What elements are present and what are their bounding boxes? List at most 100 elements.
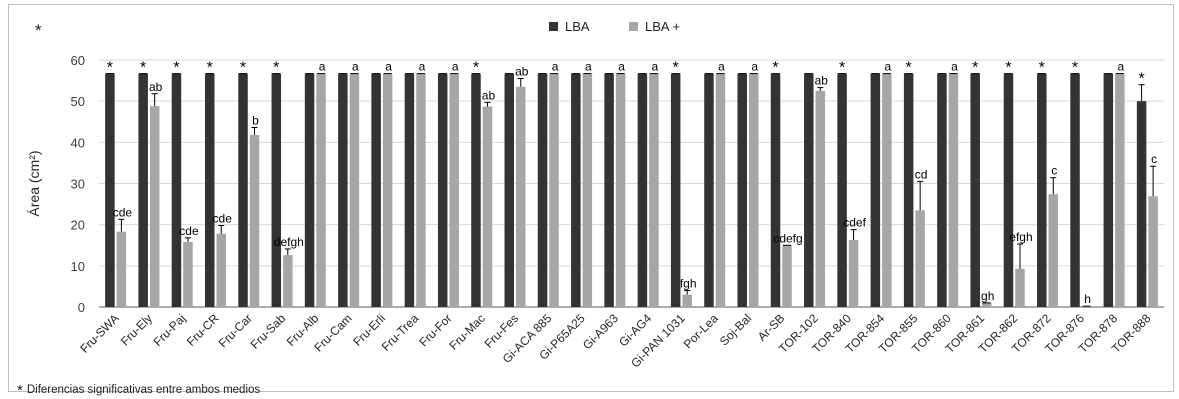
letter-label: a: [652, 60, 659, 74]
bar-lba: [437, 73, 448, 308]
bar-lba-plus: [183, 241, 193, 307]
x-tick-label: Soj-Bal: [717, 311, 754, 348]
bar-lba-plus: [682, 294, 692, 307]
bar-lba: [1003, 73, 1014, 308]
bar-lba-plus: [815, 90, 826, 307]
bar-lba: [371, 73, 381, 308]
letter-label: efgh: [1009, 230, 1032, 244]
letter-label: ab: [149, 80, 163, 94]
letter-label: c: [1151, 152, 1157, 166]
letter-label: a: [385, 60, 392, 74]
bar-lba: [171, 73, 182, 308]
letter-label: cdef: [843, 216, 866, 230]
letter-label: cde: [113, 205, 133, 219]
letter-label: cde: [179, 224, 199, 238]
bar-lba-plus: [981, 302, 992, 307]
bar-lba-plus: [516, 86, 526, 307]
legend-swatch-lba: [549, 22, 558, 31]
letter-label: gh: [981, 289, 994, 303]
letter-label: c: [1051, 164, 1057, 178]
legend-label-lba: LBA: [565, 19, 590, 34]
significance-star: *: [240, 60, 246, 77]
significance-star: *: [207, 60, 213, 77]
bar-lba: [304, 73, 315, 308]
x-tick-label: Fru-Ely: [118, 311, 155, 348]
x-tick-label: Fru-SWA: [77, 311, 121, 355]
bar-lba-plus: [848, 239, 859, 307]
significance-star: *: [839, 60, 845, 77]
chart-frame: * 0 10 20 30 40 50 60 Área (cm²) LBA LBA + * cde Fru…: [8, 4, 1174, 399]
bar-lba-plus: [1115, 73, 1125, 308]
bar-lba-plus: [649, 73, 659, 308]
significance-star: *: [906, 60, 912, 77]
letter-label: a: [585, 60, 592, 74]
bar-lba: [471, 73, 481, 308]
letter-label: a: [751, 60, 758, 74]
significance-star: *: [673, 60, 679, 77]
bar-lba: [670, 73, 681, 308]
bar-lba-plus: [482, 106, 493, 307]
y-tick-label: 40: [71, 135, 85, 150]
x-tick-label: Gi-A963: [580, 311, 621, 352]
significance-star: *: [473, 60, 479, 77]
letter-label: cd: [915, 167, 928, 181]
bar-lba-plus: [349, 73, 360, 308]
significance-star: *: [107, 60, 113, 77]
corner-asterisk: *: [35, 21, 42, 40]
bar-lba: [937, 73, 947, 308]
bar-lba-plus: [382, 73, 393, 308]
letter-label: b: [252, 114, 259, 128]
significance-star: *: [1039, 60, 1045, 77]
bar-lba: [837, 73, 847, 308]
bar-lba-plus: [915, 210, 925, 307]
bar-lba-plus: [116, 231, 127, 307]
bar-lba: [804, 73, 814, 308]
bar-lba: [105, 73, 115, 308]
letter-label: a: [618, 60, 625, 74]
x-tick-label: Fru-Paj: [151, 311, 189, 349]
footnote: * Diferencias significativas entre ambos …: [17, 380, 260, 399]
letter-label: a: [452, 60, 459, 74]
y-tick-label: 20: [71, 218, 85, 233]
bar-lba: [138, 73, 148, 308]
bar-lba: [571, 73, 581, 308]
x-tick-label: Fru-Mac: [446, 311, 487, 352]
letter-label: a: [718, 60, 725, 74]
bar-lba: [1103, 73, 1114, 308]
bar-lba: [770, 73, 781, 308]
letter-label: a: [951, 60, 958, 74]
letter-label: defgh: [274, 235, 304, 249]
bar-lba: [338, 73, 348, 308]
letter-label: a: [885, 60, 892, 74]
bar-lba: [271, 73, 282, 308]
bar-lba-plus: [715, 73, 726, 308]
letter-label: ab: [482, 88, 496, 102]
bar-lba-plus: [948, 73, 959, 308]
bar-lba-plus: [782, 245, 792, 307]
letter-label: a: [319, 60, 326, 74]
bar-lba: [637, 73, 648, 308]
y-axis-label: Área (cm²): [26, 150, 42, 216]
bar-lba-plus: [549, 73, 559, 308]
y-tick-label: 50: [71, 94, 85, 109]
bar-lba: [604, 73, 614, 308]
letter-label: a: [419, 60, 426, 74]
significance-star: *: [140, 60, 146, 77]
bar-lba-plus: [416, 73, 426, 308]
bar-lba: [704, 73, 714, 308]
significance-star: *: [1072, 60, 1078, 77]
bar-lba: [404, 73, 415, 308]
legend-swatch-lba-plus: [629, 22, 638, 31]
bar-lba-plus: [149, 106, 160, 308]
bar-lba: [238, 73, 248, 308]
footnote-asterisk: *: [17, 382, 23, 399]
bar-lba: [504, 73, 515, 308]
significance-star: *: [273, 60, 279, 77]
bar-lba: [870, 73, 881, 308]
legend-label-lba-plus: LBA +: [645, 19, 680, 34]
significance-star: *: [972, 60, 978, 77]
bar-lba: [1037, 73, 1047, 308]
bar-lba-plus: [582, 73, 593, 308]
x-tick-label: Fru-Sab: [248, 311, 289, 352]
x-tick-label: Fru-Trea: [379, 311, 422, 354]
